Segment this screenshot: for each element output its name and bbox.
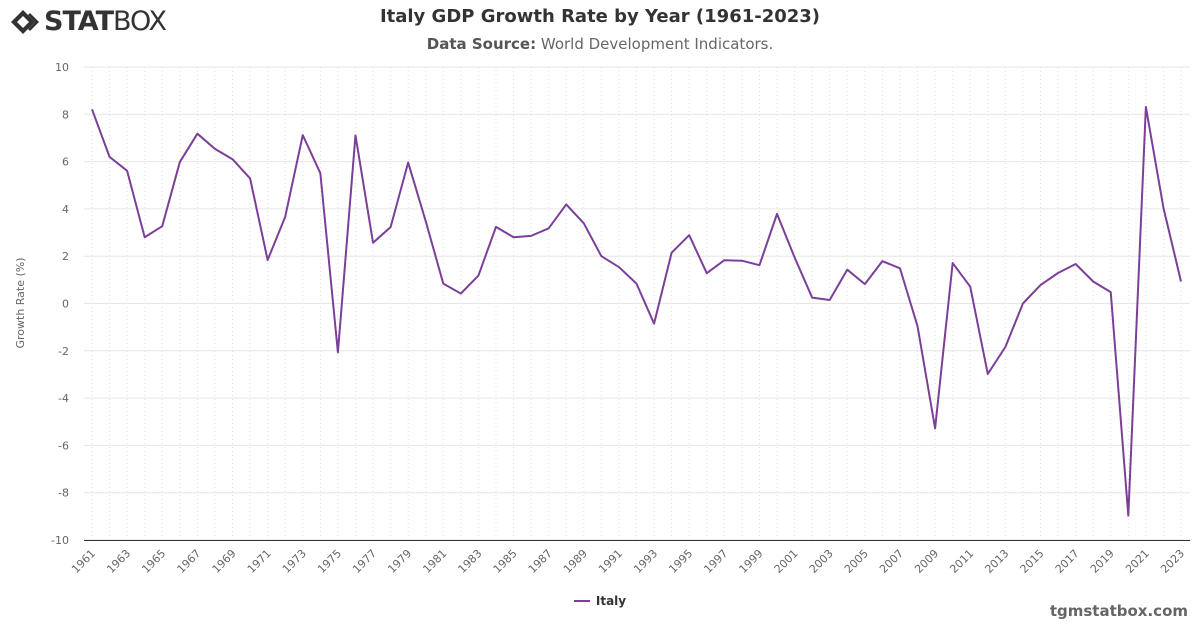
x-tick-label: 1977 xyxy=(350,547,379,576)
x-tick-label: 2009 xyxy=(912,547,941,576)
x-tick-label: 1995 xyxy=(666,547,695,576)
x-tick-label: 1973 xyxy=(280,547,309,576)
x-tick-label: 1969 xyxy=(210,547,239,576)
y-tick-label: 6 xyxy=(62,156,69,169)
x-tick-label: 1971 xyxy=(245,547,274,576)
x-tick-label: 1963 xyxy=(104,547,133,576)
series-line-italy xyxy=(91,105,1182,517)
x-tick-label: 2017 xyxy=(1053,547,1082,576)
x-tick-label: 1993 xyxy=(631,547,660,576)
y-tick-label: 0 xyxy=(62,298,69,311)
x-tick-label: 1979 xyxy=(385,547,414,576)
x-tick-label: 1999 xyxy=(737,547,766,576)
y-tick-label: -8 xyxy=(58,487,69,500)
x-tick-label: 1997 xyxy=(701,547,730,576)
y-tick-label: -2 xyxy=(58,345,69,358)
logo-text-bold: STAT xyxy=(44,6,114,37)
footer-site: tgmstatbox.com xyxy=(1049,602,1188,620)
chart-title: Italy GDP Growth Rate by Year (1961-2023… xyxy=(379,6,821,27)
y-tick-label: 8 xyxy=(62,108,69,121)
x-tick-label: 2005 xyxy=(842,547,871,576)
x-tick-label: 1961 xyxy=(69,547,98,576)
x-tick-label: 2007 xyxy=(877,547,906,576)
logo-text: BOX xyxy=(112,6,167,37)
x-tick-label: 2011 xyxy=(947,547,976,576)
chart-subtitle: Data Source: World Development Indicator… xyxy=(0,35,1200,53)
x-tick-label: 2003 xyxy=(807,547,836,576)
x-tick-label: 2013 xyxy=(982,547,1011,576)
legend-label: Italy xyxy=(595,594,627,608)
y-tick-label: 10 xyxy=(55,61,69,74)
subtitle-label: Data Source: xyxy=(426,35,537,53)
x-tick-label: 2019 xyxy=(1088,547,1117,576)
x-tick-label: 1965 xyxy=(139,547,168,576)
y-tick-label: -4 xyxy=(58,392,69,405)
x-tick-label: 2001 xyxy=(772,547,801,576)
x-tick-label: 1987 xyxy=(526,547,555,576)
x-tick-label: 1983 xyxy=(456,547,485,576)
diamond-logo-icon xyxy=(11,9,39,34)
y-tick-label: -10 xyxy=(51,534,69,547)
legend-item-italy[interactable]: Italy xyxy=(0,594,1200,608)
subtitle-value: World Development Indicators. xyxy=(540,35,774,53)
x-tick-label: 1985 xyxy=(491,547,520,576)
y-axis-label: Growth Rate (%) xyxy=(14,257,27,348)
y-tick-label: -6 xyxy=(58,439,69,452)
x-tick-label: 1991 xyxy=(596,547,625,576)
x-tick-label: 1975 xyxy=(315,547,344,576)
x-tick-label: 1967 xyxy=(175,547,204,576)
y-tick-label: 4 xyxy=(62,203,69,216)
statbox-logo: STATBOX xyxy=(10,6,167,37)
x-tick-label: 1981 xyxy=(420,547,449,576)
x-tick-label: 1989 xyxy=(561,547,590,576)
x-tick-label: 2015 xyxy=(1018,547,1047,576)
y-tick-label: 2 xyxy=(62,250,69,263)
x-tick-label: 2021 xyxy=(1123,547,1152,576)
x-tick-label: 2023 xyxy=(1158,547,1187,576)
legend-swatch xyxy=(573,600,590,602)
